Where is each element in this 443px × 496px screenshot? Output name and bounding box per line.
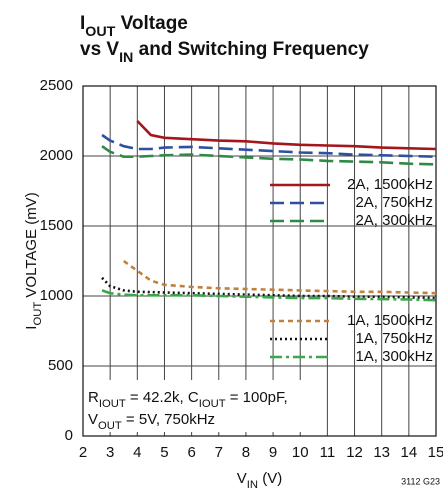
y-axis-label: IOUT VOLTAGE (mV)	[23, 192, 44, 329]
text-part: IN	[119, 50, 133, 66]
plot-frame	[82, 85, 437, 437]
text-part: I	[80, 13, 85, 34]
text-part: IOUT	[199, 398, 226, 410]
series-line	[122, 259, 437, 295]
annotation: RIOUT = 42.2k, CIOUT = 100pF,	[88, 389, 288, 410]
text-part: R	[88, 389, 99, 406]
legend-label: 1A, 750kHz	[355, 330, 433, 347]
text-part: = 5V, 750kHz	[122, 411, 215, 428]
legend-label: 1A, 1500kHz	[347, 312, 433, 329]
text-part: IOUT	[99, 398, 126, 410]
series-line	[101, 133, 437, 158]
x-tick-label: 2	[79, 444, 87, 461]
x-tick-label: 5	[160, 444, 168, 461]
x-tick-label: 10	[292, 444, 309, 461]
text-part: V	[237, 470, 247, 487]
y-tick-label: 1000	[40, 287, 73, 304]
text-part: OUT	[98, 420, 122, 432]
text-part: vs V	[80, 39, 119, 60]
series-line	[101, 289, 437, 302]
y-tick-label: 2500	[40, 77, 73, 94]
text-part: OUT	[85, 24, 115, 40]
y-tick-label: 0	[65, 427, 73, 444]
legend-label: 2A, 300kHz	[355, 212, 433, 229]
x-tick-label: 6	[187, 444, 195, 461]
annotation-box	[84, 380, 309, 432]
text-part: and Switching Frequency	[133, 39, 369, 60]
y-tick-label: 500	[48, 357, 73, 374]
x-tick-label: 7	[215, 444, 223, 461]
x-tick-label: 8	[242, 444, 250, 461]
text-part: IN	[247, 479, 258, 491]
text-part: = 42.2k, C	[126, 389, 199, 406]
annotation: VOUT = 5V, 750kHz	[88, 411, 215, 432]
y-tick-label: 2000	[40, 147, 73, 164]
x-tick-label: 15	[428, 444, 443, 461]
chart-title: vs VIN and Switching Frequency	[80, 39, 369, 66]
x-tick-label: 12	[346, 444, 363, 461]
text-part: (V)	[258, 470, 282, 487]
text-part: I	[23, 326, 40, 330]
x-tick-label: 11	[320, 444, 336, 461]
text-part: = 100pF,	[226, 389, 288, 406]
x-tick-label: 13	[373, 444, 390, 461]
series-line	[101, 145, 437, 166]
series-line	[136, 120, 437, 151]
text-part: VOLTAGE (mV)	[23, 192, 40, 301]
legend-label: 1A, 300kHz	[355, 348, 433, 365]
figure-id: 3112 G23	[401, 476, 440, 486]
x-tick-label: 14	[401, 444, 418, 461]
chart-title: IOUT Voltage	[80, 13, 188, 40]
legend-label: 2A, 1500kHz	[347, 176, 433, 193]
x-tick-label: 4	[133, 444, 141, 461]
x-axis-label: VIN (V)	[237, 470, 282, 491]
x-tick-label: 9	[269, 444, 277, 461]
text-part: Voltage	[115, 13, 188, 34]
y-tick-label: 1500	[40, 217, 73, 234]
legend-label: 2A, 750kHz	[355, 194, 433, 211]
x-tick-label: 3	[106, 444, 114, 461]
text-part: OUT	[32, 302, 44, 326]
text-part: V	[88, 411, 98, 428]
series-line	[101, 276, 437, 300]
